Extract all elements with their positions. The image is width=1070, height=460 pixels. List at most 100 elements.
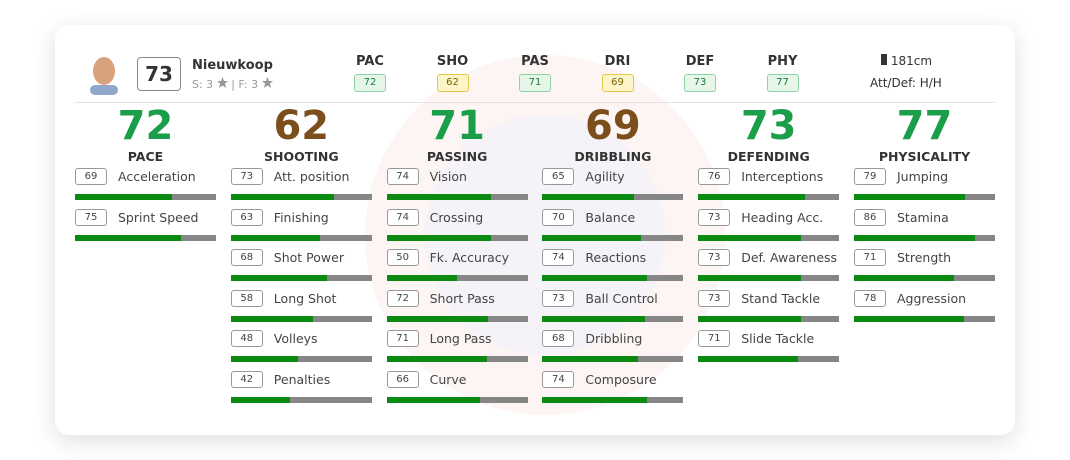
stat-value: 74 <box>386 168 419 185</box>
stat-name: Balance <box>585 209 636 225</box>
category-name: PHYSICALITY <box>878 149 971 164</box>
stat-bar <box>698 356 799 362</box>
category-score: 62 <box>273 103 330 149</box>
stat-bar <box>542 194 635 200</box>
stat-name: Stand Tackle <box>741 290 821 306</box>
stat-name: Aggression <box>897 290 967 306</box>
height-value: 181cm <box>890 54 933 68</box>
stat-value: 68 <box>542 330 575 347</box>
star-icon <box>261 77 273 88</box>
stat-name: Ball Control <box>585 290 658 306</box>
stat-name: Stamina <box>897 209 949 225</box>
stat-name: Short Pass <box>429 290 495 306</box>
summary-value: 69 <box>601 74 634 92</box>
stat-name: Acceleration <box>118 169 196 184</box>
stat-bar <box>542 396 647 403</box>
stat-name: Strength <box>897 250 952 265</box>
stat-bar <box>698 315 802 322</box>
stat-bar-track <box>230 396 372 403</box>
stat-bar-track <box>230 356 372 362</box>
stat-bar <box>75 234 181 241</box>
divider <box>75 102 995 103</box>
stat-bar-track <box>542 194 684 200</box>
stat-name: Composure <box>585 371 657 387</box>
height-icon <box>881 54 887 65</box>
stat-name: Long Pass <box>429 331 492 346</box>
stat-bar-track <box>386 356 528 362</box>
stat-name: Slide Tackle <box>741 331 815 346</box>
stat-bar <box>698 275 802 281</box>
work-rates: Att/Def: H/H <box>870 76 942 90</box>
stat-value: 71 <box>854 249 886 266</box>
weak-foot: | F: 3 <box>231 78 259 91</box>
stat-name: Long Shot <box>273 290 337 306</box>
stat-value: 72 <box>386 289 419 307</box>
summary-label: PHY <box>767 54 798 69</box>
stat-bar-track <box>230 275 372 281</box>
stat-bar <box>386 234 491 241</box>
stat-bar-track <box>698 234 840 241</box>
stat-value: 73 <box>230 168 263 185</box>
stat-bar <box>230 315 313 322</box>
stat-value: 48 <box>230 330 263 347</box>
stat-bar-track <box>75 194 216 200</box>
player-avatar <box>90 57 118 95</box>
stat-bar <box>230 234 320 241</box>
overall-rating: 73 <box>137 57 181 91</box>
category-name: DRIBBLING <box>574 149 652 164</box>
stat-name: Shot Power <box>273 250 344 265</box>
stat-bar <box>542 356 639 362</box>
summary-value: 77 <box>766 74 799 92</box>
summary-label: SHO <box>436 54 469 69</box>
stat-value: 73 <box>698 208 731 226</box>
stat-bar <box>542 234 642 241</box>
stat-value: 74 <box>386 208 419 226</box>
stat-bar <box>542 275 647 281</box>
stat-value: 71 <box>698 330 731 347</box>
stat-bar <box>386 396 480 403</box>
stat-bar <box>230 275 327 281</box>
stat-bar <box>230 396 291 403</box>
stat-bar <box>854 234 976 241</box>
stat-name: Curve <box>429 371 467 387</box>
category-score: 73 <box>740 103 797 149</box>
stat-value: 73 <box>698 289 731 307</box>
stat-value: 73 <box>542 289 575 307</box>
stat-name: Reactions <box>585 250 647 265</box>
player-card: 73 Nieuwkoop S: 3 | F: 3 181cm Att/Def: … <box>55 25 1015 435</box>
summary-label: PAS <box>521 54 549 69</box>
stat-value: 42 <box>230 370 263 388</box>
summary-value: 71 <box>519 74 551 92</box>
category-score: 77 <box>896 103 953 149</box>
stat-value: 74 <box>542 249 575 266</box>
stat-bar-track <box>854 315 995 322</box>
stat-bar-track <box>386 315 528 322</box>
stat-bar-track <box>698 356 840 362</box>
stat-bar-track <box>230 194 372 200</box>
stat-name: Penalties <box>273 371 331 387</box>
stat-name: Agility <box>585 169 625 184</box>
stat-name: Volleys <box>273 331 318 346</box>
stat-bar <box>230 356 299 362</box>
stat-name: Att. position <box>273 169 350 184</box>
stat-bar-track <box>854 194 995 200</box>
star-icon <box>216 77 228 88</box>
stat-bar-track <box>698 315 840 322</box>
summary-label: DEF <box>685 54 715 69</box>
stat-value: 74 <box>542 370 575 388</box>
stat-bar <box>854 315 964 322</box>
stat-bar-track <box>542 396 684 403</box>
stat-value: 69 <box>75 168 107 185</box>
stat-bar-track <box>542 234 684 241</box>
summary-label: DRI <box>604 54 631 69</box>
stat-bar <box>386 194 491 200</box>
category-score: 69 <box>585 103 641 149</box>
stat-name: Dribbling <box>585 331 643 346</box>
stat-name: Vision <box>429 169 467 184</box>
stat-bar <box>230 194 334 200</box>
stat-name: Def. Awareness <box>741 250 838 265</box>
stat-bar-track <box>386 396 528 403</box>
summary-value: 73 <box>684 74 716 92</box>
stat-name: Fk. Accuracy <box>429 250 510 265</box>
